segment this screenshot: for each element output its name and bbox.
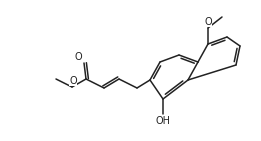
Text: OH: OH bbox=[156, 116, 170, 126]
Text: O: O bbox=[204, 17, 212, 27]
Text: O: O bbox=[69, 76, 77, 86]
Text: O: O bbox=[74, 52, 82, 62]
